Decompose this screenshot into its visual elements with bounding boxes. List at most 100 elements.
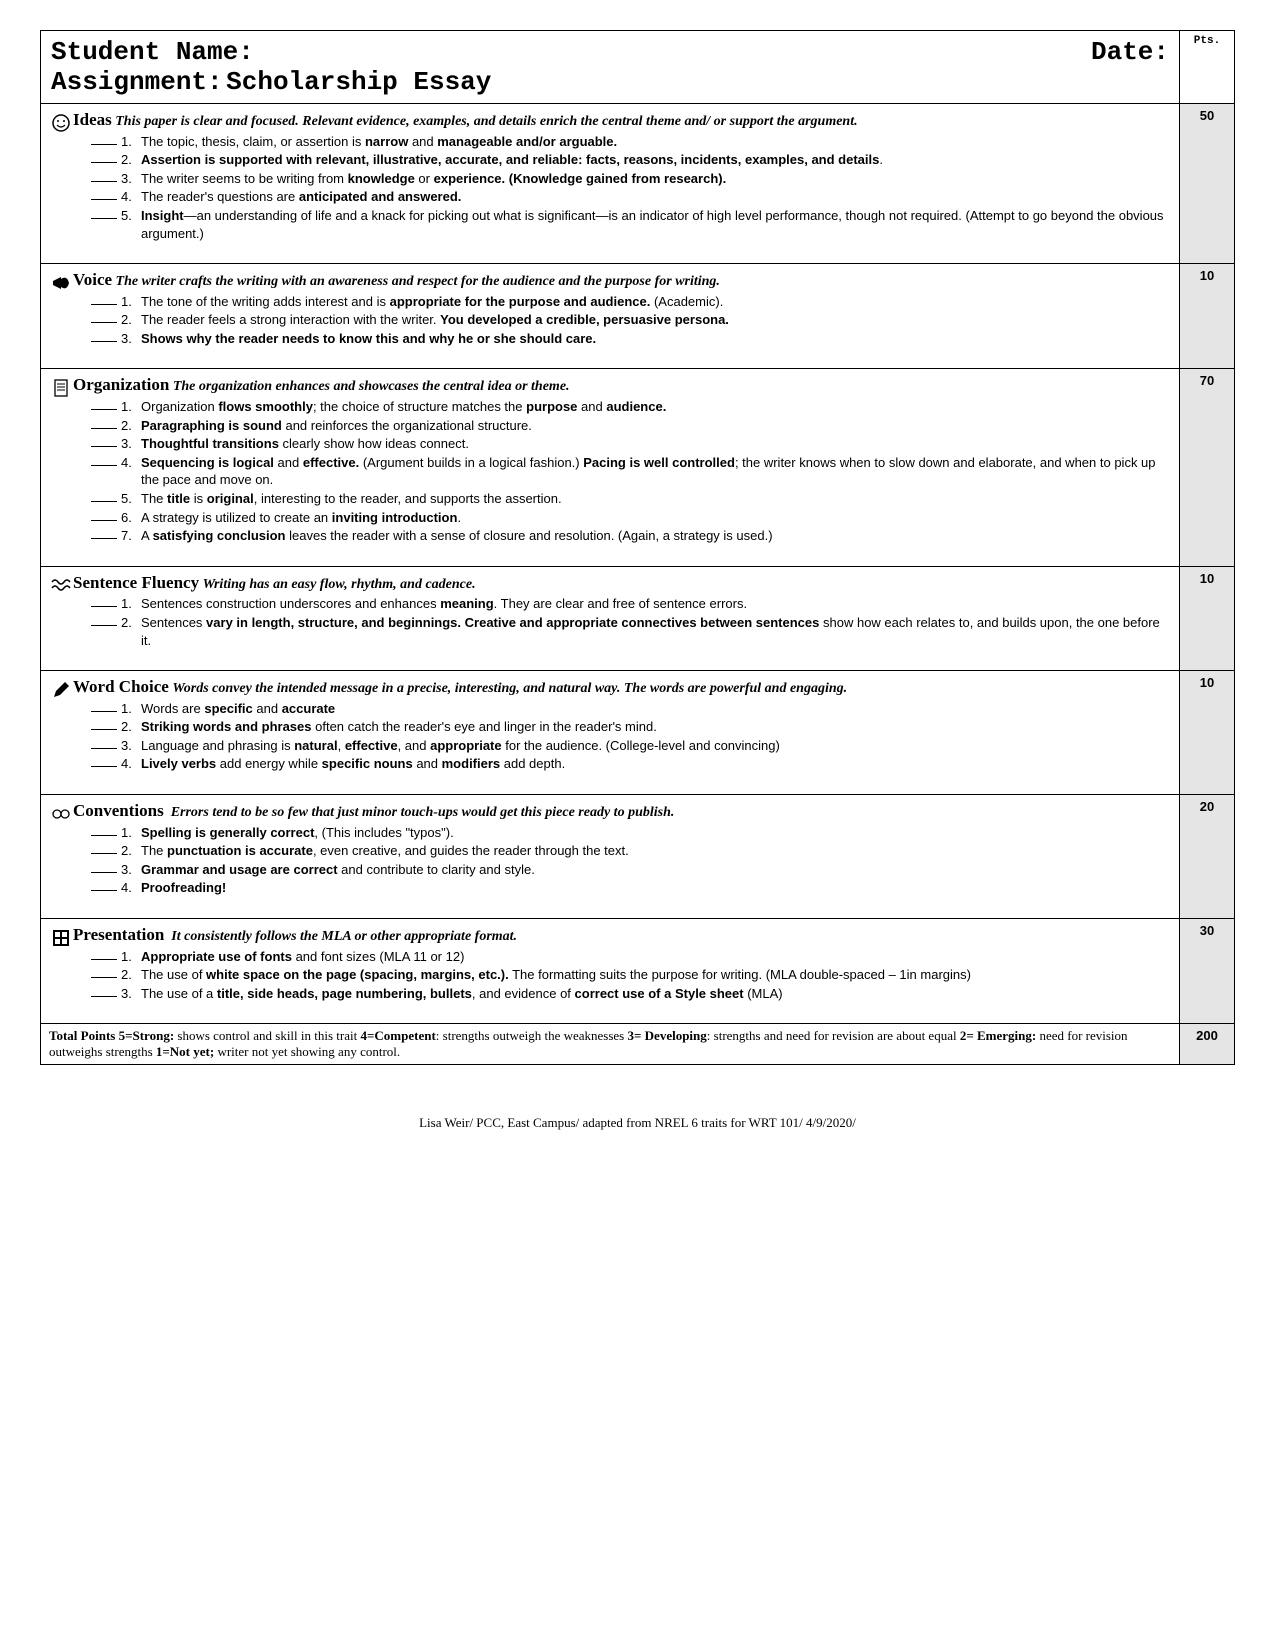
score-blank[interactable] xyxy=(91,614,117,626)
item-number: 5. xyxy=(121,207,141,242)
criteria-item: 5.Insight—an understanding of life and a… xyxy=(91,207,1169,242)
score-blank[interactable] xyxy=(91,737,117,749)
criteria-text: Organization flows smoothly; the choice … xyxy=(141,398,1169,416)
organization-list: 1.Organization flows smoothly; the choic… xyxy=(51,398,1169,544)
criteria-item: 2.The punctuation is accurate, even crea… xyxy=(91,842,1169,860)
item-number: 2. xyxy=(121,614,141,649)
ideas-title: Ideas xyxy=(73,110,112,129)
criteria-text: The reader feels a strong interaction wi… xyxy=(141,311,1169,329)
score-blank[interactable] xyxy=(91,879,117,891)
assignment-value: Scholarship Essay xyxy=(226,67,491,97)
fluency-cell: Sentence Fluency Writing has an easy flo… xyxy=(41,566,1180,670)
item-number: 7. xyxy=(121,527,141,545)
organization-row: Organization The organization enhances a… xyxy=(41,369,1235,566)
presentation-list: 1.Appropriate use of fonts and font size… xyxy=(51,948,1169,1003)
criteria-text: Paragraphing is sound and reinforces the… xyxy=(141,417,1169,435)
criteria-item: 2.Striking words and phrases often catch… xyxy=(91,718,1169,736)
score-blank[interactable] xyxy=(91,170,117,182)
wordchoice-cell: Word Choice Words convey the intended me… xyxy=(41,671,1180,795)
item-number: 2. xyxy=(121,966,141,984)
criteria-item: 3.Shows why the reader needs to know thi… xyxy=(91,330,1169,348)
criteria-item: 3.The use of a title, side heads, page n… xyxy=(91,985,1169,1003)
conventions-points: 20 xyxy=(1180,795,1235,919)
criteria-text: The writer seems to be writing from know… xyxy=(141,170,1169,188)
criteria-item: 7.A satisfying conclusion leaves the rea… xyxy=(91,527,1169,545)
score-blank[interactable] xyxy=(91,527,117,539)
criteria-text: Spelling is generally correct, (This inc… xyxy=(141,824,1169,842)
item-number: 3. xyxy=(121,435,141,453)
wordchoice-row: Word Choice Words convey the intended me… xyxy=(41,671,1235,795)
score-blank[interactable] xyxy=(91,398,117,410)
voice-cell: Voice The writer crafts the writing with… xyxy=(41,264,1180,369)
wordchoice-list: 1.Words are specific and accurate2.Strik… xyxy=(51,700,1169,773)
item-number: 2. xyxy=(121,718,141,736)
grid-icon xyxy=(51,928,71,946)
score-blank[interactable] xyxy=(91,948,117,960)
criteria-text: The title is original, interesting to th… xyxy=(141,490,1169,508)
criteria-text: Language and phrasing is natural, effect… xyxy=(141,737,1169,755)
student-name-label: Student Name: xyxy=(51,37,254,67)
presentation-title: Presentation xyxy=(73,925,164,944)
wordchoice-points: 10 xyxy=(1180,671,1235,795)
score-blank[interactable] xyxy=(91,188,117,200)
score-blank[interactable] xyxy=(91,718,117,730)
fluency-desc: Writing has an easy flow, rhythm, and ca… xyxy=(203,577,476,592)
voice-desc: The writer crafts the writing with an aw… xyxy=(116,274,720,289)
criteria-text: Appropriate use of fonts and font sizes … xyxy=(141,948,1169,966)
score-blank[interactable] xyxy=(91,490,117,502)
item-number: 6. xyxy=(121,509,141,527)
criteria-item: 1.The tone of the writing adds interest … xyxy=(91,293,1169,311)
voice-title: Voice xyxy=(73,270,112,289)
score-blank[interactable] xyxy=(91,133,117,145)
criteria-text: Sequencing is logical and effective. (Ar… xyxy=(141,454,1169,489)
criteria-text: Insight—an understanding of life and a k… xyxy=(141,207,1169,242)
score-blank[interactable] xyxy=(91,985,117,997)
score-blank[interactable] xyxy=(91,842,117,854)
wordchoice-title: Word Choice xyxy=(73,677,169,696)
voice-points: 10 xyxy=(1180,264,1235,369)
criteria-item: 1.Sentences construction underscores and… xyxy=(91,595,1169,613)
criteria-item: 4.Proofreading! xyxy=(91,879,1169,897)
item-number: 3. xyxy=(121,170,141,188)
fluency-title: Sentence Fluency xyxy=(73,573,199,592)
criteria-item: 2.Assertion is supported with relevant, … xyxy=(91,151,1169,169)
score-blank[interactable] xyxy=(91,311,117,323)
organization-cell: Organization The organization enhances a… xyxy=(41,369,1180,566)
presentation-cell: Presentation It consistently follows the… xyxy=(41,919,1180,1024)
score-blank[interactable] xyxy=(91,207,117,219)
score-blank[interactable] xyxy=(91,293,117,305)
assignment-label: Assignment: xyxy=(51,67,223,97)
document-icon xyxy=(51,378,71,396)
score-blank[interactable] xyxy=(91,435,117,447)
conventions-list: 1.Spelling is generally correct, (This i… xyxy=(51,824,1169,897)
ideas-list: 1.The topic, thesis, claim, or assertion… xyxy=(51,133,1169,242)
total-row: Total Points 5=Strong: shows control and… xyxy=(41,1024,1235,1065)
item-number: 1. xyxy=(121,133,141,151)
criteria-text: The punctuation is accurate, even creati… xyxy=(141,842,1169,860)
organization-desc: The organization enhances and showcases … xyxy=(173,379,570,394)
criteria-text: Thoughtful transitions clearly show how … xyxy=(141,435,1169,453)
score-blank[interactable] xyxy=(91,824,117,836)
voice-list: 1.The tone of the writing adds interest … xyxy=(51,293,1169,348)
organization-points: 70 xyxy=(1180,369,1235,566)
item-number: 4. xyxy=(121,879,141,897)
score-blank[interactable] xyxy=(91,509,117,521)
score-blank[interactable] xyxy=(91,454,117,466)
score-blank[interactable] xyxy=(91,755,117,767)
score-blank[interactable] xyxy=(91,417,117,429)
conventions-title: Conventions xyxy=(73,801,164,820)
item-number: 3. xyxy=(121,861,141,879)
item-number: 1. xyxy=(121,293,141,311)
criteria-item: 4.Sequencing is logical and effective. (… xyxy=(91,454,1169,489)
pts-header: Pts. xyxy=(1180,31,1235,104)
score-blank[interactable] xyxy=(91,966,117,978)
score-blank[interactable] xyxy=(91,151,117,163)
ideas-cell: Ideas This paper is clear and focused. R… xyxy=(41,104,1180,264)
score-blank[interactable] xyxy=(91,700,117,712)
conventions-cell: Conventions Errors tend to be so few tha… xyxy=(41,795,1180,919)
criteria-item: 5.The title is original, interesting to … xyxy=(91,490,1169,508)
rubric-table: Student Name: Date: Assignment: Scholars… xyxy=(40,30,1235,1065)
score-blank[interactable] xyxy=(91,595,117,607)
score-blank[interactable] xyxy=(91,861,117,873)
score-blank[interactable] xyxy=(91,330,117,342)
